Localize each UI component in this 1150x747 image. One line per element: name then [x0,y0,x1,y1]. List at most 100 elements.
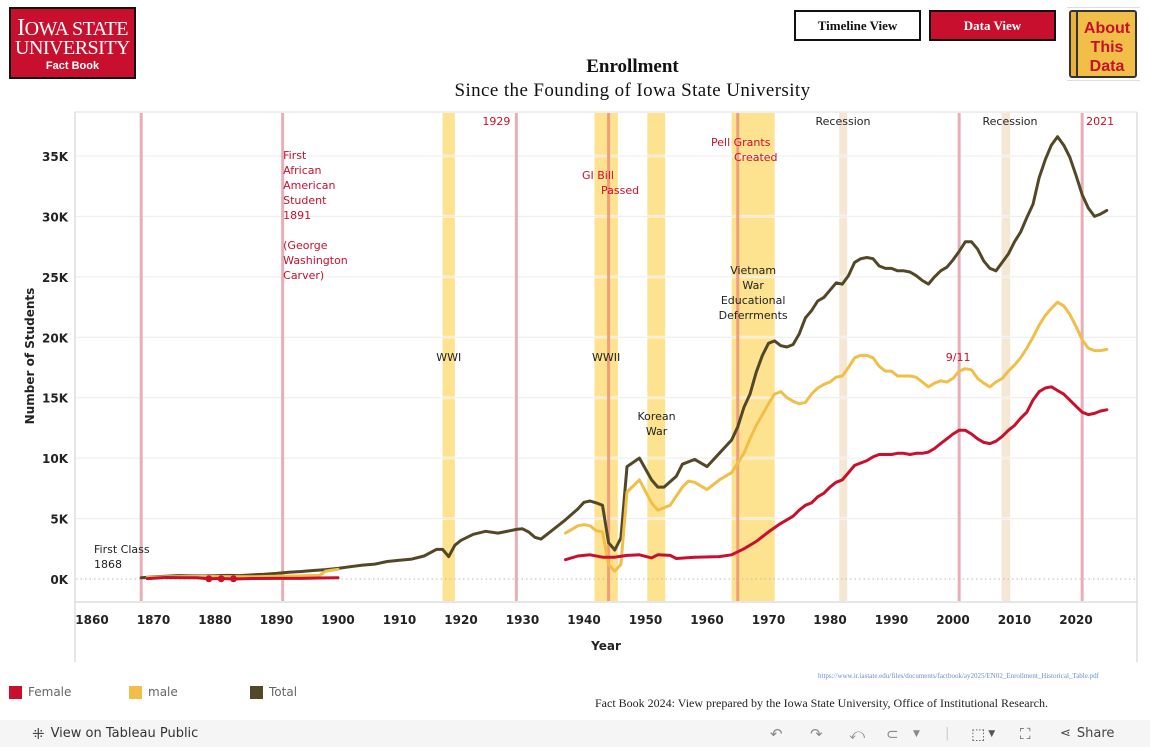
refresh-icon[interactable]: ⊂ [886,724,899,743]
annotation-pell-grants: Pell Grants [711,136,771,149]
x-tick-label: 2020 [1059,613,1092,627]
series-lines [139,135,1109,583]
x-tick-label: 1860 [75,613,108,627]
recession-band [839,113,848,601]
legend-label-female: Female [28,685,72,699]
share-icon: ⋖ [1060,726,1071,741]
about-label-line: Data [1089,58,1125,75]
annotation-line: (George [283,239,328,252]
annotation-gi-bill: GI Bill [582,169,614,182]
annotation-wwi: WWI [436,351,461,364]
tick-labels: 0K 5K 10K 15K 20K 25K 30K 35K 1860 1870 1880 1890 19… [42,150,1093,627]
legend-label-male: male [148,685,178,699]
x-tick-label: 1970 [752,613,785,627]
refresh-dropdown-chevron-icon[interactable]: ▼ [913,728,920,739]
annotation-line: First [283,149,307,162]
x-tick-label: 1890 [260,613,293,627]
series-line-female [145,576,340,581]
recession-band [1001,113,1011,601]
legend-item-total[interactable]: Total [250,685,297,699]
annotation-1929: 1929 [482,115,510,128]
book-spine [1071,12,1078,76]
x-tick-label: 1960 [690,613,723,627]
annotation-line: WWII [592,351,620,364]
x-tick-label: 1920 [444,613,477,627]
annotation-line: Deferrments [719,309,788,322]
y-tick-label: 15K [42,392,69,406]
x-tick-label: 1980 [813,613,846,627]
series-line-male [564,300,1109,573]
annotation-line: African [283,164,321,177]
annotation-first-class: First Class 1868 [94,543,150,571]
footnote: Fact Book 2024: View prepared by the Iow… [595,696,1048,710]
annotation-pell-created: Created [734,151,778,164]
annotation-9-11: 9/11 [946,351,971,364]
annotation-line: Vietnam [730,264,776,277]
annotation-line: Student [283,194,327,207]
view-on-tableau-label: View on Tableau Public [50,726,199,741]
logo-line-3: Fact Book [45,60,100,72]
y-tick-label: 20K [42,331,69,345]
annotations: First Class 1868 First African American Stud… [94,115,1114,571]
war-band [594,113,618,601]
annotation-korean-war: Korean War [637,410,675,438]
logo-line-2: University [15,37,131,59]
annotation-recession-1: Recession [816,115,871,128]
y-tick-label: 25K [42,271,69,285]
legend-item-male[interactable]: male [129,685,178,699]
annotation-wwii: WWII [592,351,620,364]
x-tick-label: 1930 [506,613,539,627]
source-url-link[interactable]: https://www.ir.iastate.edu/files/documen… [818,672,1099,680]
share-label: Share [1076,726,1115,741]
annotation-line: 1891 [283,209,311,222]
chart-title: Enrollment [586,56,679,77]
annotation-line: Korean [637,410,675,423]
x-axis-title: Year [590,639,621,653]
annotation-line: 9/11 [946,351,971,364]
fullscreen-icon[interactable]: ⛶ [1020,724,1031,743]
y-tick-label: 10K [42,452,69,466]
y-axis-title: Number of Students [23,288,37,425]
undo-icon[interactable]: ↶ [770,724,783,743]
legend-item-female[interactable]: Female [9,685,71,699]
annotation-first-african-american: First African American Student 1891 (George Wa… [283,149,348,282]
annotation-line: GI Bill [582,169,614,182]
historical-bands [442,113,1011,601]
view-on-tableau-public-link[interactable]: ⁜ View on Tableau Public [32,720,198,747]
female-data-point [229,575,237,583]
war-band [647,113,666,601]
book-icon: About This Data [1069,10,1137,78]
x-tick-label: 1870 [137,613,170,627]
annotation-line: American [283,179,335,192]
toolbar-divider: | [945,726,950,741]
timeline-view-button[interactable]: Timeline View [794,10,921,41]
redo-icon[interactable]: ↷ [810,724,823,743]
annotation-gi-bill-passed: Passed [601,184,639,197]
data-view-button[interactable]: Data View [929,10,1056,41]
annotation-line: War [742,279,764,292]
event-lines [139,113,1084,601]
female-data-point [205,575,213,583]
annotation-line: 2021 [1086,115,1114,128]
tableau-toolbar: ⁜ View on Tableau Public ↶ ↷ ⤺ ⊂ ▼ | ⬚ ▼ … [0,720,1150,747]
annotation-line: Pell Grants [711,136,771,149]
x-tick-label: 1950 [629,613,662,627]
x-tick-label: 1910 [383,613,416,627]
revert-icon[interactable]: ⤺ [849,724,866,743]
annotation-line: 1868 [94,558,122,571]
x-tick-label: 2000 [936,613,969,627]
download-icon[interactable]: ⬚ ▼ [971,724,996,743]
axes: Number of Students Year [23,111,1138,662]
share-button[interactable]: ⋖ Share [1060,720,1114,747]
enrollment-chart: Number of Students Year 0K 5K 10K 15K 20K 25K… [23,111,1138,662]
tableau-logo-icon: ⁜ [32,724,45,743]
about-this-data-button[interactable]: About This Data [1067,7,1140,81]
female-data-point [217,575,225,583]
iowa-state-fact-book-logo: IOWA STATE University Fact Book [9,7,136,79]
x-tick-label: 2010 [998,613,1031,627]
about-this-data-label: About This Data [1079,19,1135,76]
legend-swatch-female [9,685,22,699]
x-tick-label: 1990 [875,613,908,627]
x-tick-label: 1900 [321,613,354,627]
annotation-line: Educational [721,294,786,307]
